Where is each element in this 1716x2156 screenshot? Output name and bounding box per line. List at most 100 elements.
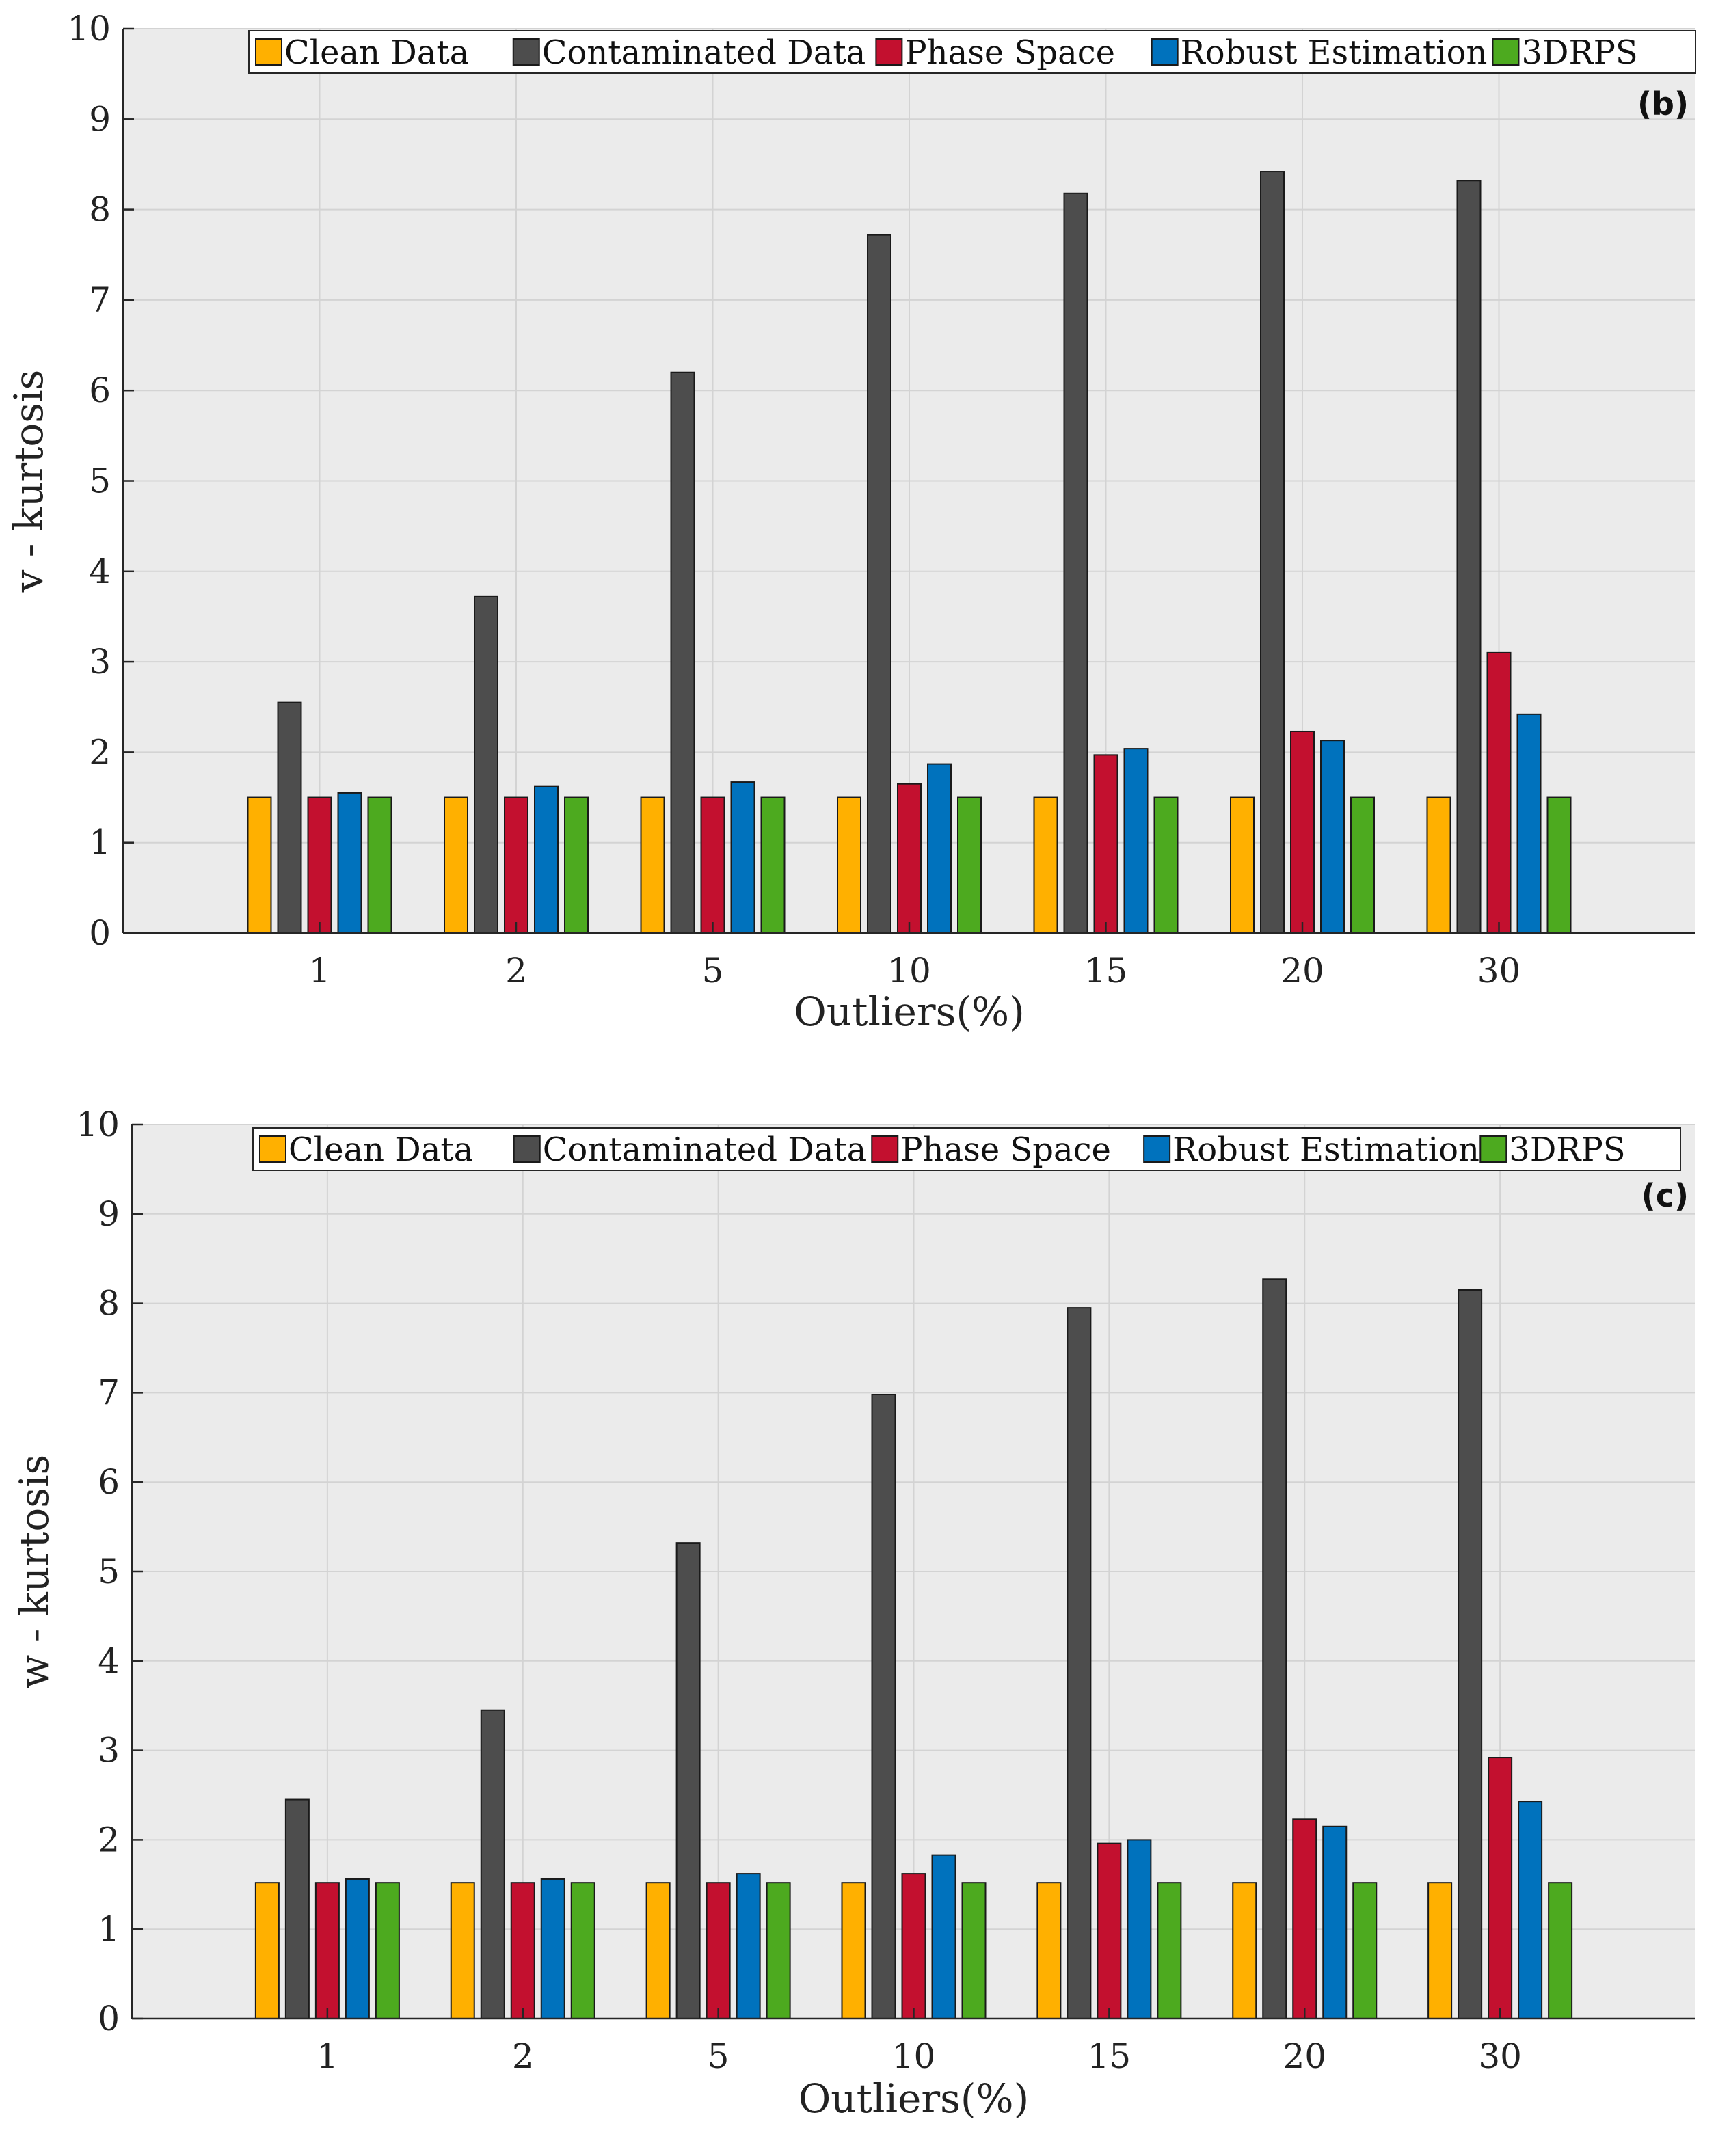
- bar-3drps-2: [564, 796, 589, 934]
- bar-clean-data-15: [1036, 1882, 1062, 2020]
- legend-swatch-robust-estimation: [1143, 1135, 1171, 1163]
- legend-box: [248, 30, 1696, 74]
- bar-phase-space-20: [1290, 730, 1315, 934]
- bar-contaminated-data-30: [1458, 1289, 1483, 2019]
- x-tick-label: 2: [512, 2036, 534, 2076]
- bar-clean-data-20: [1230, 796, 1255, 934]
- y-tick-label: 8: [89, 190, 111, 230]
- x-tick-label: 20: [1283, 2036, 1326, 2076]
- legend-label-robust-estimation: Robust Estimation: [1181, 33, 1488, 72]
- legend-box: [252, 1127, 1681, 1171]
- bar-contaminated-data-15: [1063, 192, 1088, 934]
- bar-contaminated-data-2: [480, 1709, 505, 2019]
- y-tick-label: 3: [98, 1731, 120, 1770]
- bar-3drps-10: [961, 1882, 987, 2020]
- x-tick-label: 15: [1088, 2036, 1131, 2076]
- bar-contaminated-data-20: [1260, 171, 1285, 934]
- legend-label-phase-space: Phase Space: [900, 1131, 1111, 1169]
- bar-contaminated-data-20: [1262, 1278, 1287, 2019]
- bar-robust-estimation-30: [1518, 1801, 1543, 2019]
- y-tick-label: 6: [98, 1462, 120, 1502]
- bar-clean-data-5: [640, 796, 665, 934]
- legend-swatch-clean-data: [255, 38, 282, 66]
- legend: Clean Data Contaminated Data Phase Space Ro…: [248, 30, 1696, 74]
- panel-label: (b): [1637, 85, 1689, 122]
- y-tick-label: 8: [98, 1284, 120, 1323]
- legend: Clean Data Contaminated Data Phase Space Ro…: [252, 1127, 1681, 1171]
- bar-clean-data-30: [1426, 796, 1451, 934]
- legend-swatch-phase-space: [871, 1135, 899, 1163]
- bar-clean-data-1: [254, 1882, 280, 2020]
- legend-label-phase-space: Phase Space: [904, 33, 1115, 72]
- x-tick-label: 20: [1281, 951, 1324, 991]
- y-tick-label: 4: [98, 1641, 120, 1681]
- y-tick-label: 6: [89, 370, 111, 410]
- y-tick-label: 5: [98, 1552, 120, 1591]
- bar-robust-estimation-2: [540, 1878, 565, 2019]
- y-tick-label: 9: [89, 99, 111, 139]
- bar-robust-estimation-15: [1123, 748, 1149, 934]
- bar-3drps-15: [1153, 796, 1179, 934]
- bar-contaminated-data-2: [474, 595, 498, 934]
- bar-robust-estimation-15: [1127, 1839, 1152, 2019]
- bar-phase-space-1: [314, 1882, 340, 2020]
- bar-robust-estimation-20: [1320, 740, 1345, 934]
- bar-robust-estimation-20: [1322, 1825, 1348, 2020]
- panel-label: (c): [1641, 1177, 1689, 1214]
- y-tick-label: 10: [76, 1105, 120, 1144]
- x-tick-label: 30: [1477, 951, 1521, 991]
- bar-phase-space-15: [1097, 1842, 1122, 2020]
- bar-phase-space-10: [901, 1873, 926, 2019]
- bar-clean-data-10: [837, 796, 861, 934]
- y-tick-label: 2: [98, 1820, 120, 1859]
- bar-clean-data-10: [841, 1882, 866, 2020]
- bar-phase-space-30: [1488, 1757, 1513, 2019]
- x-tick-label: 1: [317, 2036, 338, 2076]
- legend-label-clean-data: Clean Data: [284, 33, 469, 72]
- bar-contaminated-data-10: [871, 1394, 896, 2019]
- bar-phase-space-10: [897, 783, 922, 934]
- x-tick-label: 30: [1478, 2036, 1522, 2076]
- bar-clean-data-20: [1232, 1882, 1257, 2020]
- bar-robust-estimation-5: [736, 1873, 761, 2019]
- legend-label-contaminated-data: Contaminated Data: [542, 33, 866, 72]
- bar-3drps-2: [570, 1882, 595, 2020]
- y-tick-label: 10: [67, 9, 111, 49]
- x-tick-label: 15: [1084, 951, 1128, 991]
- x-axis-title: Outliers(%): [794, 988, 1025, 1035]
- bar-contaminated-data-5: [675, 1542, 701, 2020]
- bar-3drps-30: [1546, 796, 1572, 934]
- x-tick-label: 2: [505, 951, 527, 991]
- legend-label-3drps: 3DRPS: [1509, 1131, 1625, 1169]
- bar-3drps-15: [1157, 1882, 1182, 2020]
- x-tick-label: 5: [708, 2036, 729, 2076]
- y-tick-label: 7: [98, 1373, 120, 1412]
- bar-phase-space-20: [1292, 1818, 1317, 2019]
- x-tick-label: 10: [887, 951, 931, 991]
- bar-3drps-1: [375, 1882, 400, 2020]
- bar-robust-estimation-5: [730, 781, 755, 934]
- y-tick-label: 1: [89, 823, 111, 863]
- y-tick-label: 3: [89, 642, 111, 682]
- legend-swatch-3drps: [1479, 1135, 1507, 1163]
- bar-robust-estimation-30: [1516, 713, 1542, 934]
- y-tick-label: 1: [98, 1909, 120, 1949]
- y-tick-label: 7: [89, 280, 111, 320]
- x-tick-label: 1: [309, 951, 331, 991]
- bar-clean-data-15: [1033, 796, 1058, 934]
- bar-contaminated-data-5: [670, 371, 695, 934]
- y-axis-title: v - kurtosis: [5, 370, 52, 593]
- bar-robust-estimation-10: [931, 1854, 956, 2019]
- bar-phase-space-30: [1486, 651, 1512, 934]
- bar-phase-space-1: [307, 796, 332, 934]
- bar-clean-data-1: [247, 796, 272, 934]
- bar-robust-estimation-10: [927, 763, 952, 934]
- bar-clean-data-2: [444, 796, 468, 934]
- y-tick-label: 0: [98, 1999, 120, 2038]
- legend-label-3drps: 3DRPS: [1521, 33, 1637, 72]
- x-axis-title: Outliers(%): [799, 2075, 1030, 2122]
- y-tick-label: 9: [98, 1194, 120, 1234]
- legend-swatch-robust-estimation: [1151, 38, 1179, 66]
- bar-contaminated-data-30: [1456, 180, 1482, 934]
